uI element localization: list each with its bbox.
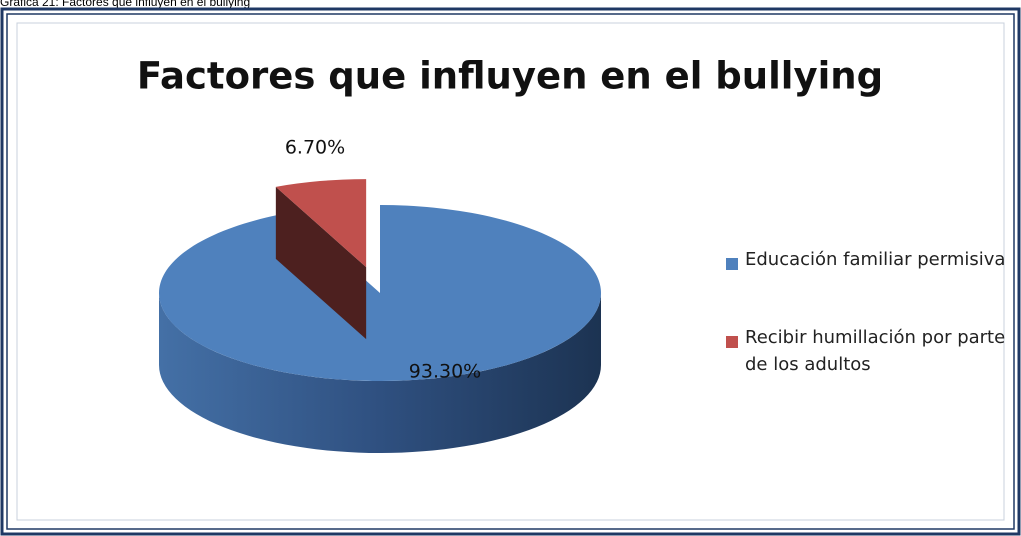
slice-top — [159, 205, 602, 382]
slice-top — [275, 179, 367, 268]
legend-label: Educación familiar permisiva — [745, 249, 1006, 270]
inner-frame — [6, 13, 1015, 530]
pie-slice — [275, 179, 367, 340]
legend-swatch — [726, 258, 738, 270]
chart-title: Factores que influyen en el bullying — [137, 55, 883, 98]
slice-cut-face — [275, 186, 367, 340]
slice-side — [159, 293, 601, 453]
outer-frame — [0, 7, 1021, 536]
data-label: 6.70% — [285, 137, 345, 159]
pie-slice — [159, 205, 602, 453]
data-label: 93.30% — [409, 361, 481, 383]
caption: Gráfica 21: Factores que influyen en el … — [0, 0, 250, 9]
legend-swatch — [726, 336, 738, 348]
legend-label: Recibir humillación por parte de los adu… — [745, 327, 1006, 375]
